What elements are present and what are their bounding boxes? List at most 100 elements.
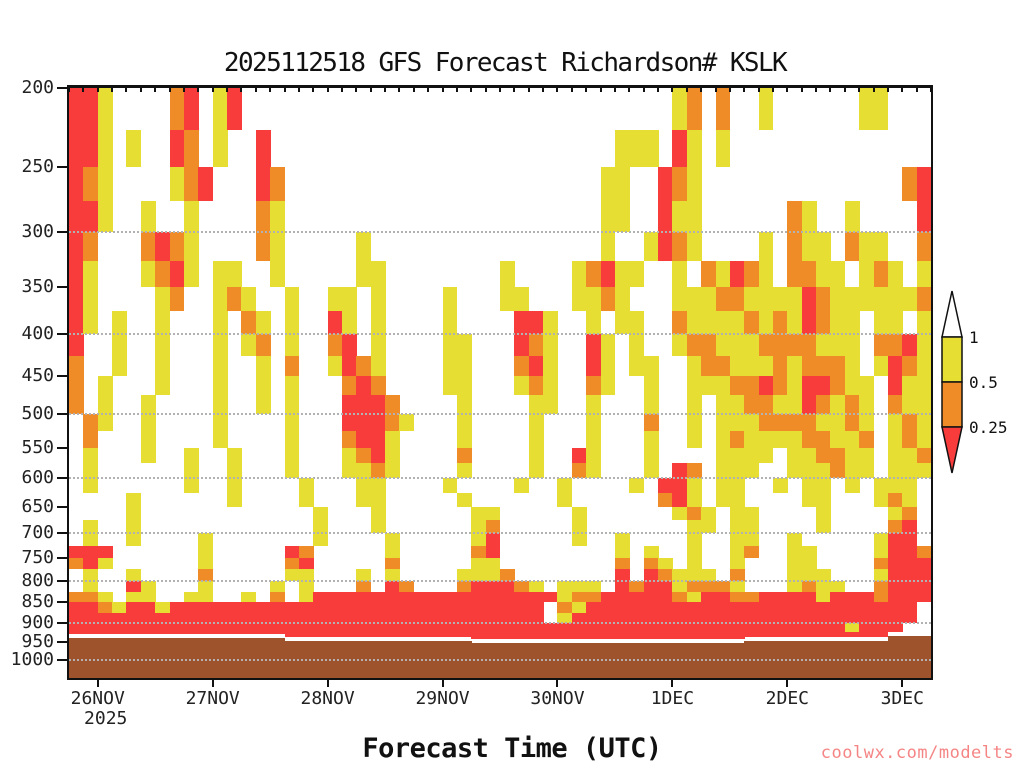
heatmap-cell [586,430,602,448]
heatmap-cell [916,260,931,287]
x-tick-label-26NOV: 26NOV [70,688,125,709]
heatmap-cell [629,311,645,335]
heatmap-cell [528,591,544,603]
heatmap-cell [916,463,931,479]
heatmap-cell [255,622,271,633]
heatmap-cell [227,88,242,130]
heatmap-cell [873,355,889,377]
heatmap-cell [844,201,860,233]
heatmap-cell [600,591,616,603]
heatmap-cell [887,478,903,493]
heatmap-cell [916,430,931,448]
heatmap-cell [212,612,228,623]
heatmap-cell [801,492,817,507]
heatmap-cell [284,286,300,312]
heatmap-cell [456,463,472,479]
heatmap-cell [643,557,659,570]
heatmap-cell [758,355,774,377]
heatmap-cell [212,311,228,335]
heatmap-cell [787,376,803,396]
heatmap-cell [658,569,673,581]
heatmap-cell [112,602,127,613]
heatmap-cell [787,395,803,414]
heatmap-cell [758,311,774,335]
heatmap-cell [399,602,415,613]
y-tick-label-300: 300 [21,221,54,243]
heatmap-cell [686,201,702,233]
heatmap-cell [916,395,931,414]
heatmap-cell [543,334,558,356]
heatmap-cell [140,395,156,414]
heatmap-cell [729,533,745,546]
top-minor-tick [297,88,300,92]
x-tick-label-2DEC: 2DEC [765,688,809,709]
heatmap-cell [844,395,860,414]
gridline-500 [69,412,931,415]
top-minor-tick [226,88,229,92]
heatmap-cell [614,557,630,570]
x-tick-26NOV [96,678,99,687]
heatmap-cell [270,232,285,261]
heatmap-cell [701,612,716,623]
heatmap-cell [744,334,760,356]
heatmap-cell [916,376,931,396]
heatmap-cell [801,413,817,431]
heatmap-cell [887,569,903,581]
heatmap-cell [844,478,860,493]
heatmap-cell [471,612,487,623]
heatmap-cell [643,612,659,623]
top-minor-tick [815,88,818,92]
heatmap-cell [658,632,673,639]
heatmap-cell [471,569,487,581]
top-minor-tick [585,88,588,92]
heatmap-cell [83,520,99,534]
heatmap-cell [701,622,716,633]
heatmap-cell [356,632,372,637]
heatmap-cell [715,612,731,623]
heatmap-cell [255,129,271,168]
heatmap-cell [701,506,716,521]
heatmap-cell [126,506,142,521]
heatmap-cell [686,492,702,507]
heatmap-cell [758,395,774,414]
heatmap-cell [442,591,458,603]
heatmap-cell [83,311,99,335]
heatmap-cell [844,286,860,312]
heatmap-cell [528,612,544,623]
heatmap-cell [772,622,788,633]
heatmap-cell [284,355,300,377]
heatmap-cell [241,334,257,356]
heatmap-cell [471,533,487,546]
heatmap-cell [500,580,515,592]
top-minor-tick [800,88,803,92]
heatmap-cell [284,569,300,581]
top-minor-tick [398,88,401,92]
heatmap-cell [370,632,386,637]
heatmap-cell [140,413,156,431]
heatmap-cell [571,506,587,521]
heatmap-cell [471,520,487,534]
heatmap-cell [255,355,271,377]
x-tick-1DEC [671,678,674,687]
heatmap-cell [442,376,458,396]
top-minor-tick [829,88,832,92]
heatmap-cell [356,447,372,464]
heatmap-cell [356,376,372,396]
heatmap-cell [859,447,875,464]
heatmap-cell [586,612,602,623]
heatmap-cell [341,395,357,414]
heatmap-cell [456,602,472,613]
heatmap-cell [744,533,760,546]
heatmap-cell [370,430,386,448]
x-tick-2DEC [786,678,789,687]
heatmap-cell [270,580,285,592]
heatmap-cell [614,260,630,287]
top-minor-tick [82,88,85,92]
heatmap-cell [729,286,745,312]
top-minor-tick [369,88,372,92]
heatmap-cell [701,602,716,613]
heatmap-cell [859,88,875,130]
heatmap-cell [629,622,645,633]
heatmap-cell [298,632,314,637]
heatmap-cell [227,447,242,464]
